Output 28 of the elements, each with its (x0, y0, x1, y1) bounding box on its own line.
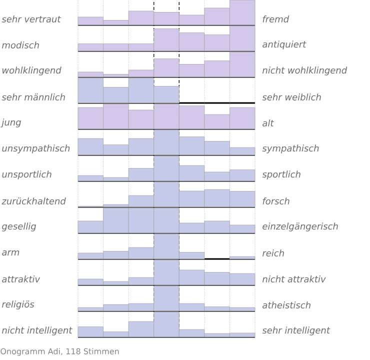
y-axis-title: religiös (2, 300, 34, 310)
y-axis-title: arm (2, 250, 20, 256)
y2-axis-title: sportlich (262, 170, 300, 180)
y-axis-title: zurückhaltend (2, 198, 66, 204)
y-axis-title: unsympathisch (2, 144, 70, 154)
y2-axis-title: einzelgängerisch (262, 222, 338, 232)
y-axis-title: gesellig (2, 222, 36, 232)
y-axis-title: unsportlich (2, 170, 52, 180)
y2-axis-title: forsch (262, 198, 290, 204)
y-axis-title: jung (0, 118, 21, 128)
y-axis-title: sehr männlich (2, 94, 65, 100)
y2-axis-title: nicht wohlklingend (262, 66, 348, 76)
y2-axis-title: sehr weiblich (262, 94, 321, 100)
y2-axis-title: reich (262, 250, 284, 256)
y-axis-title: attraktiv (2, 276, 40, 282)
text: Onogramm Adi, 118 Stimmen (0, 348, 119, 356)
y2-axis-title: sympathisch (262, 144, 319, 154)
bar (230, 256, 256, 260)
y-axis-title: modisch (2, 42, 39, 48)
y-axis-title: sehr vertraut (2, 16, 62, 22)
y2-axis-title: sehr intelligent (262, 326, 330, 336)
y2-axis-title: fremd (262, 16, 290, 22)
y-axis-title: wohlklingend (2, 66, 62, 76)
y-axis-title: nicht intelligent (2, 326, 72, 336)
y2-axis-title: atheistisch (262, 302, 310, 308)
y2-axis-title: antiquiert (262, 40, 306, 50)
y2-axis-title: nicht attraktiv (262, 276, 326, 282)
y2-axis-title: alt (262, 120, 274, 126)
